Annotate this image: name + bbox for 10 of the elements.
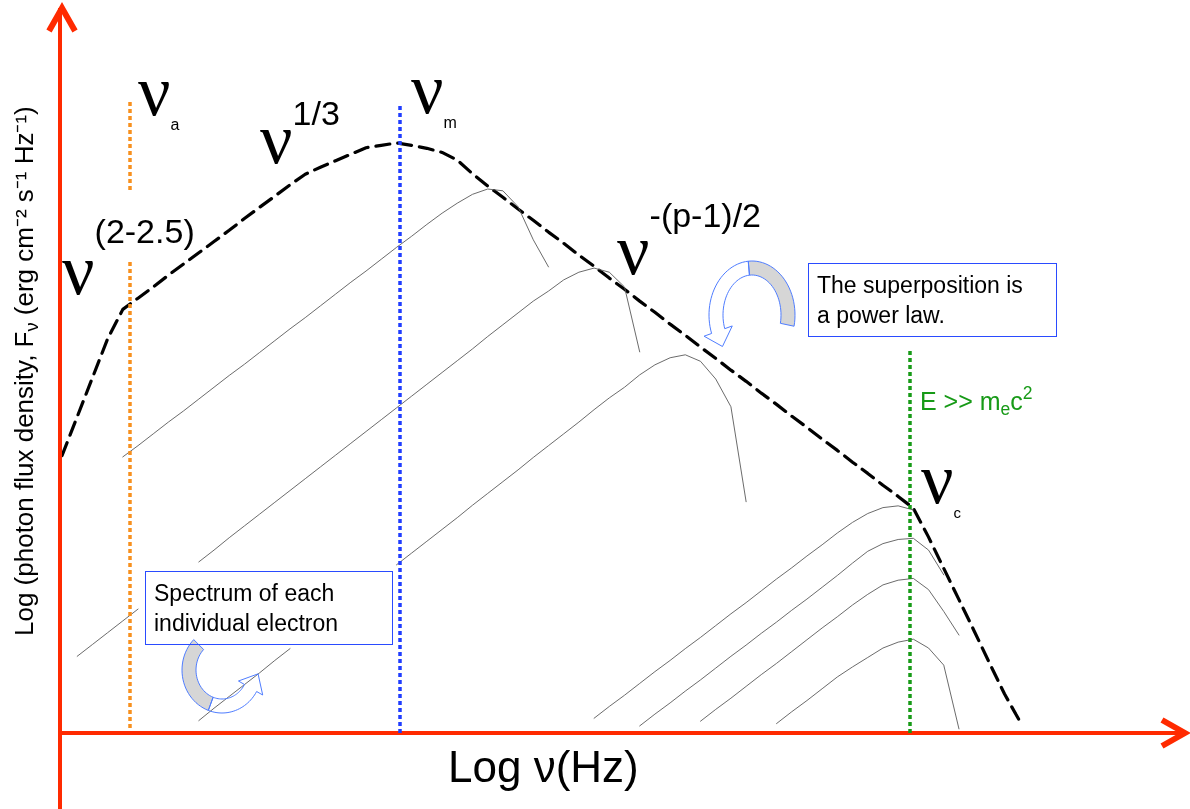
- annotation: ν$_{c}$: [921, 439, 962, 522]
- annotation: E >> m$_{e}$c$^{2}$: [920, 383, 1033, 419]
- annotation: ν$^{(2-2.5)}$: [62, 212, 195, 310]
- annotation: Spectrum of each individual electron: [154, 580, 339, 636]
- annotation: The superposition is a power law.: [817, 272, 1023, 328]
- text: ν$_{a}$: [138, 51, 180, 134]
- text: ν$_{m}$: [411, 49, 457, 132]
- annotation: ν$^{-(p-1)/2}$: [617, 196, 762, 291]
- x-axis-title: Log ν(Hz): [448, 742, 639, 791]
- annotation: ν$^{1/3}$: [260, 94, 340, 179]
